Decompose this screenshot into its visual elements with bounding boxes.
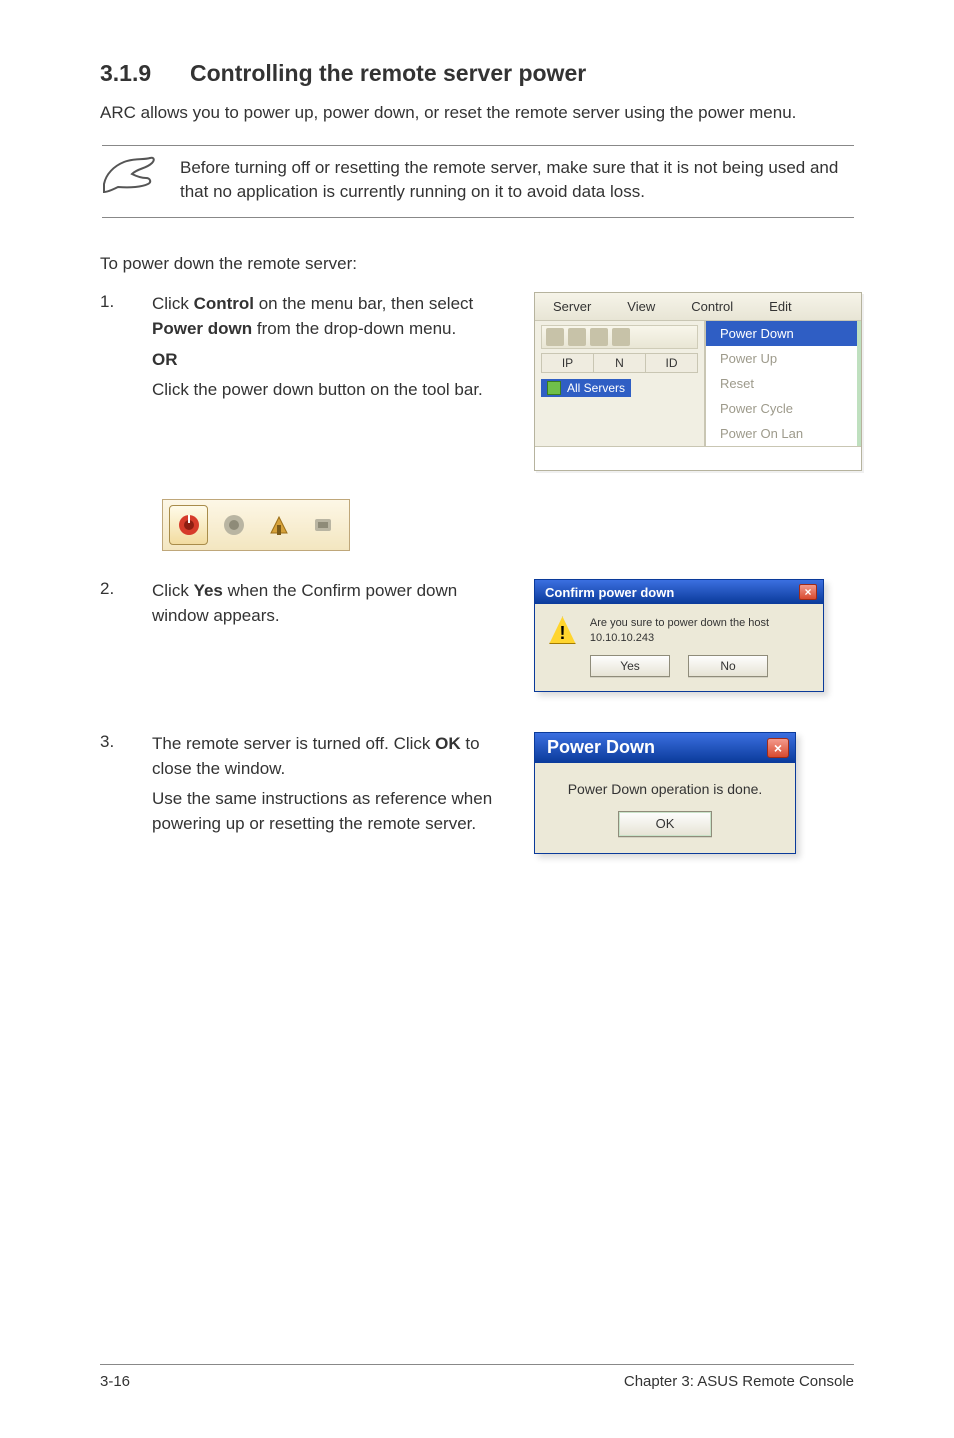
section-number: 3.1.9 xyxy=(100,60,190,87)
dropdown-power-up[interactable]: Power Up xyxy=(706,346,857,371)
server-group-icon xyxy=(547,381,561,395)
dialog-title: Confirm power down xyxy=(545,585,674,600)
note-hand-icon xyxy=(102,156,156,201)
dialog-message: Are you sure to power down the host 10.1… xyxy=(590,616,809,645)
no-button[interactable]: No xyxy=(688,655,768,677)
step-1: 1. Click Control on the menu bar, then s… xyxy=(100,292,510,409)
note-block: Before turning off or resetting the remo… xyxy=(102,145,854,219)
control-menu-screenshot: Server View Control Edit IP xyxy=(534,292,862,471)
power-down-done-dialog: Power Down × Power Down operation is don… xyxy=(534,732,796,854)
menu-bar: Server View Control Edit xyxy=(535,293,861,321)
dropdown-power-down[interactable]: Power Down xyxy=(706,321,857,346)
mini-toolbar-icon[interactable] xyxy=(612,328,630,346)
dropdown-reset[interactable]: Reset xyxy=(706,371,857,396)
step3-line2: Use the same instructions as reference w… xyxy=(152,787,510,836)
tree-label: All Servers xyxy=(567,381,625,395)
dialog-titlebar: Power Down × xyxy=(535,733,795,763)
menu-view[interactable]: View xyxy=(609,299,673,314)
yes-button[interactable]: Yes xyxy=(590,655,670,677)
col-id[interactable]: ID xyxy=(646,354,697,372)
close-icon[interactable]: × xyxy=(767,738,789,758)
dialog-message: Power Down operation is done. xyxy=(549,781,781,797)
tree-all-servers[interactable]: All Servers xyxy=(541,379,631,397)
menu-server[interactable]: Server xyxy=(535,299,609,314)
close-icon[interactable]: × xyxy=(799,584,817,600)
step-number: 1. xyxy=(100,292,124,409)
warning-icon: ! xyxy=(549,616,576,644)
control-dropdown: Power Down Power Up Reset Power Cycle Po… xyxy=(705,321,861,446)
menu-left-pane: IP N ID All Servers xyxy=(535,321,705,446)
step-2: 2. Click Yes when the Confirm power down… xyxy=(100,579,510,634)
mini-toolbar xyxy=(541,325,698,349)
ok-button[interactable]: OK xyxy=(618,811,712,837)
step-3: 3. The remote server is turned off. Clic… xyxy=(100,732,510,843)
section-title: Controlling the remote server power xyxy=(190,60,586,86)
menu-edit[interactable]: Edit xyxy=(751,299,809,314)
toolbar-icon[interactable] xyxy=(304,505,343,545)
confirm-power-down-dialog: Confirm power down × ! Are you sure to p… xyxy=(534,579,824,692)
note-text: Before turning off or resetting the remo… xyxy=(180,156,854,204)
col-n[interactable]: N xyxy=(594,354,646,372)
step1-line2: Click the power down button on the tool … xyxy=(152,378,510,403)
toolbar-icon[interactable] xyxy=(214,505,253,545)
dialog-titlebar: Confirm power down × xyxy=(535,580,823,604)
menu-control[interactable]: Control xyxy=(673,299,751,314)
mini-toolbar-icon[interactable] xyxy=(568,328,586,346)
step1-or: OR xyxy=(152,348,510,373)
page-number: 3-16 xyxy=(100,1373,130,1390)
chapter-label: Chapter 3: ASUS Remote Console xyxy=(624,1373,854,1390)
toolbar-icon[interactable] xyxy=(259,505,298,545)
step3-line1: The remote server is turned off. Click O… xyxy=(152,732,510,781)
column-header-buttons: IP N ID xyxy=(541,353,698,373)
menu-blank-area xyxy=(535,446,861,470)
power-down-toolbar-icon[interactable] xyxy=(169,505,208,545)
step-number: 3. xyxy=(100,732,124,843)
mini-toolbar-icon[interactable] xyxy=(590,328,608,346)
dialog-title: Power Down xyxy=(547,737,655,758)
step1-line1: Click Control on the menu bar, then sele… xyxy=(152,292,510,341)
dropdown-power-cycle[interactable]: Power Cycle xyxy=(706,396,857,421)
intro-text: ARC allows you to power up, power down, … xyxy=(100,101,854,125)
page-footer: 3-16 Chapter 3: ASUS Remote Console xyxy=(100,1364,854,1390)
instruction-lead: To power down the remote server: xyxy=(100,254,854,274)
dropdown-power-on-lan[interactable]: Power On Lan xyxy=(706,421,857,446)
step-number: 2. xyxy=(100,579,124,634)
col-ip[interactable]: IP xyxy=(542,354,594,372)
section-heading: 3.1.9Controlling the remote server power xyxy=(100,60,854,87)
toolbar-screenshot xyxy=(162,499,350,551)
step2-line: Click Yes when the Confirm power down wi… xyxy=(152,579,510,628)
mini-toolbar-icon[interactable] xyxy=(546,328,564,346)
